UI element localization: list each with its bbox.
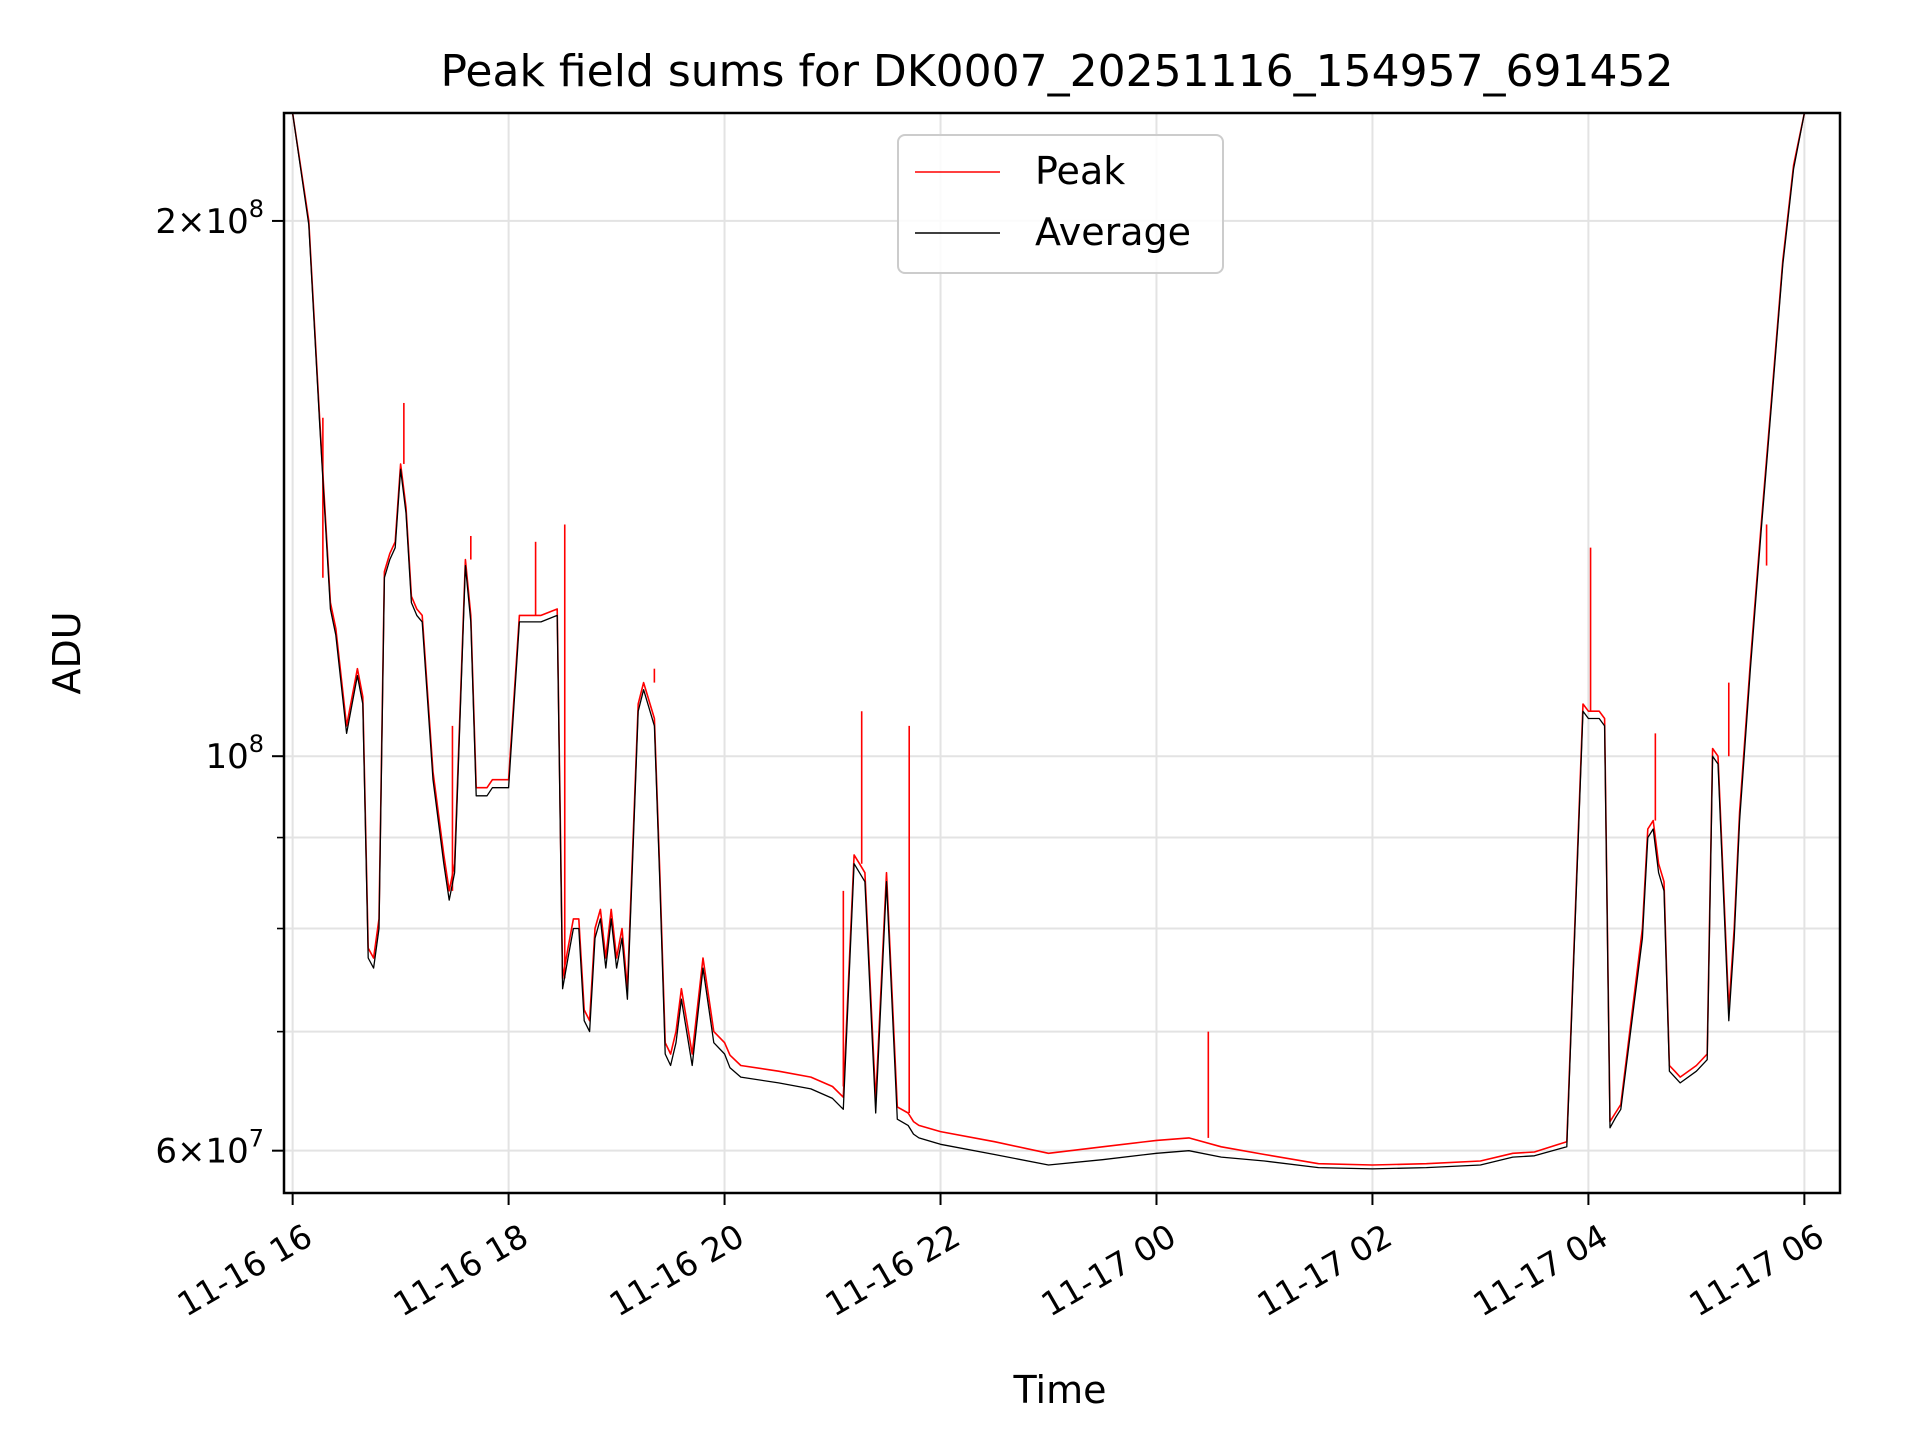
series-layer [291, 112, 1816, 1170]
legend-box [897, 134, 1224, 274]
peak-series-line [291, 112, 1816, 1166]
chart-title: Peak field sums for DK0007_20251116_1549… [440, 46, 1673, 97]
x-axis-label: Time [1013, 1368, 1107, 1412]
average-series-line [291, 112, 1816, 1170]
y-axis-label: ADU [45, 611, 89, 694]
legend: Peak Average [897, 134, 1224, 274]
legend-average-label: Average [1035, 210, 1191, 254]
y-tick-label: 108 [205, 730, 264, 777]
y-tick-label: 2×108 [155, 195, 264, 242]
plot-frame [282, 111, 1842, 1195]
y-tick-label: 6×107 [155, 1125, 264, 1172]
legend-peak-label: Peak [1035, 149, 1125, 193]
